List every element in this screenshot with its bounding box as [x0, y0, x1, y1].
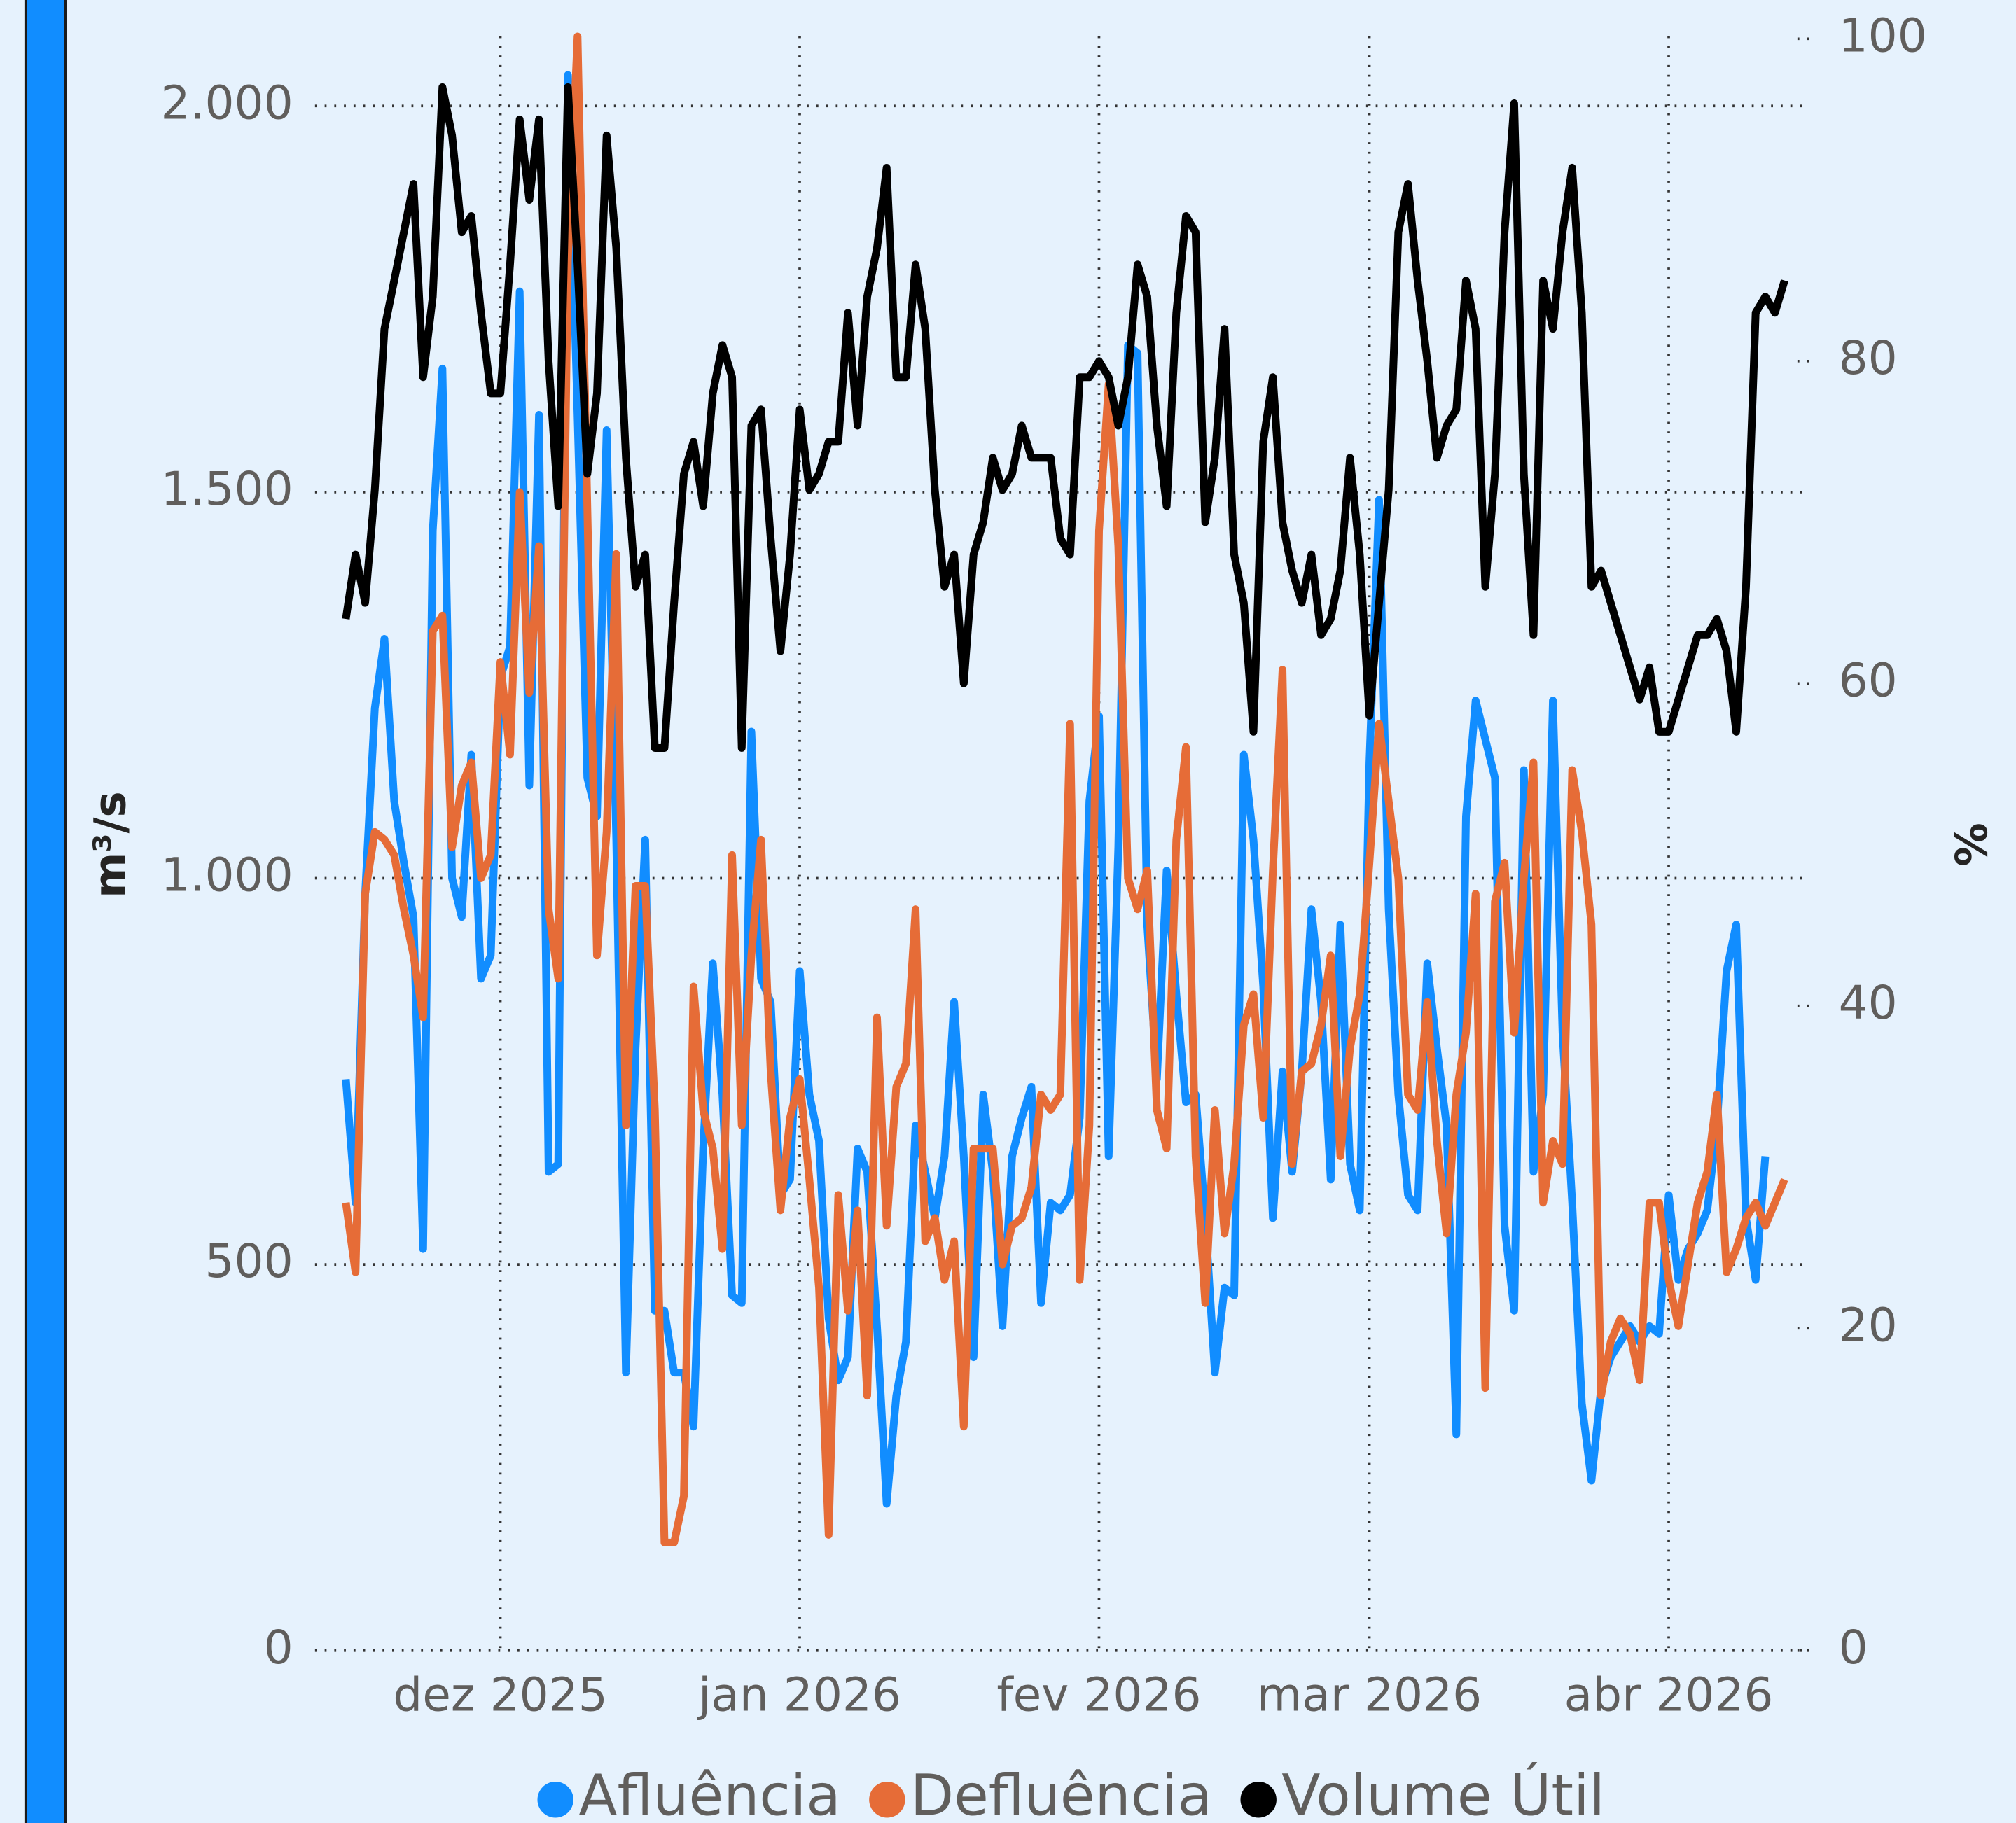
- y-axis-label: m³/s: [85, 791, 136, 897]
- x-tick-label: jan 2026: [697, 1668, 901, 1722]
- side-accent: [24, 0, 67, 1823]
- legend-label: Volume Útil: [1281, 1763, 1605, 1823]
- x-tick-label: mar 2026: [1257, 1668, 1482, 1722]
- y2-tick-label: 40: [1839, 976, 1898, 1030]
- y2-tick-label: 80: [1839, 331, 1898, 385]
- y-tick-label: 0: [264, 1621, 293, 1675]
- y-tick-label: 1.000: [160, 848, 293, 902]
- y-tick-label: 1.500: [160, 462, 293, 516]
- x-tick-label: dez 2025: [393, 1668, 607, 1722]
- y2-tick-label: 20: [1839, 1298, 1898, 1352]
- legend-label: Afluência: [578, 1763, 841, 1823]
- x-tick-label: fev 2026: [996, 1668, 1201, 1722]
- series-line: [342, 83, 1788, 752]
- series-line: [342, 71, 1770, 1508]
- legend-marker: [1240, 1782, 1277, 1818]
- legend-marker: [537, 1782, 573, 1818]
- legend-label: Defluência: [910, 1763, 1212, 1823]
- y2-tick-label: 100: [1839, 8, 1927, 62]
- y2-tick-label: 60: [1839, 653, 1898, 707]
- legend-marker: [869, 1782, 905, 1818]
- y-tick-label: 500: [205, 1234, 293, 1288]
- y-tick-label: 2.000: [160, 76, 293, 130]
- x-tick-label: abr 2026: [1564, 1668, 1774, 1722]
- y2-tick-label: 0: [1839, 1621, 1868, 1675]
- y2-axis-label: %: [1945, 823, 1996, 867]
